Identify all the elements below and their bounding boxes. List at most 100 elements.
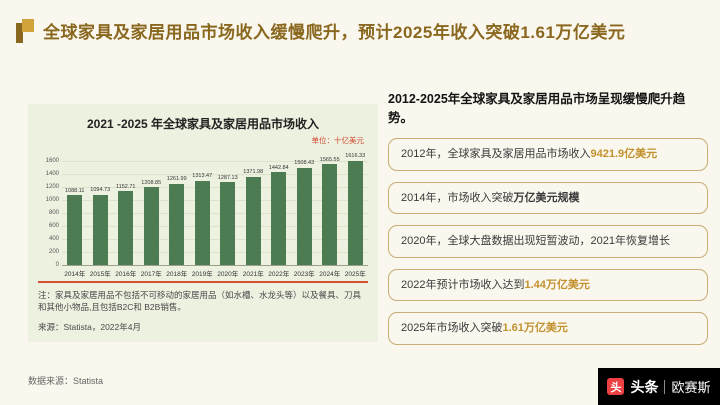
y-tick-label: 1000 [45, 197, 59, 203]
insight-text: 2020年，全球大盘数据出现短暂波动，2021年恢复增长 [401, 235, 670, 247]
x-axis-line [62, 265, 368, 266]
y-tick-label: 0 [55, 262, 59, 268]
insight-text: 2025年市场收入突破 [401, 322, 503, 334]
bar-value-label: 1208.85 [141, 179, 162, 186]
x-tick-label: 2019年 [191, 271, 213, 278]
chart-plot-wrap: 0 200 400 600 800 1000 1200 1400 1600 1088.11 109… [38, 148, 368, 268]
bar-column: 1152.71 [114, 148, 138, 266]
chart-plot: 1088.11 1094.73 1152.71 1208.85 1261.99 1313.… [62, 148, 368, 266]
bar-column: 1442.84 [267, 148, 291, 266]
x-tick-label: 2014年 [64, 271, 86, 278]
x-tick-label: 2016年 [115, 271, 137, 278]
insight-box: 2014年，市场收入突破万亿美元规模 [388, 181, 708, 214]
insight-text: 2012年，全球家具及家居用品市场收入 [401, 148, 591, 160]
x-tick-label: 2022年 [268, 271, 290, 278]
x-tick-label: 2018年 [166, 271, 188, 278]
bar-column: 1313.47 [190, 148, 214, 266]
insight-box: 2020年，全球大盘数据出现短暂波动，2021年恢复增长 [388, 225, 708, 258]
x-tick-label: 2021年 [242, 271, 264, 278]
watermark-partner: 欧赛斯 [671, 380, 711, 395]
bar-value-label: 1313.47 [192, 173, 213, 180]
bar-column: 1088.11 [63, 148, 87, 266]
page-title: 全球家具及家居用品市场收入缓慢爬升，预计2025年收入突破1.61万亿美元 [43, 23, 626, 42]
bars: 1088.11 1094.73 1152.71 1208.85 1261.99 1313.… [62, 148, 368, 266]
insight-box: 2022年预计市场收入达到1.44万亿美元 [388, 268, 708, 301]
y-tick-label: 1600 [45, 158, 59, 164]
bar-value-label: 1371.98 [243, 169, 264, 176]
chart-red-underline [38, 281, 368, 283]
insight-highlight: 9421.9亿美元 [590, 148, 658, 160]
bar-column: 1371.98 [241, 148, 265, 266]
x-tick-label: 2015年 [89, 271, 111, 278]
bar-column: 1287.13 [216, 148, 240, 266]
x-tick-label: 2017年 [140, 271, 162, 278]
bar [347, 160, 363, 266]
bar [296, 167, 312, 266]
chart-title: 2021 -2025 年全球家具及家居用品市场收入 [86, 117, 320, 131]
insight-highlight: 1.61万亿美元 [502, 322, 568, 334]
bar-value-label: 1261.99 [166, 176, 187, 183]
bar-column: 1094.73 [88, 148, 112, 266]
bar-column: 1508.43 [292, 148, 316, 266]
insight-box: 2012年，全球家具及家居用品市场收入9421.9亿美元 [388, 138, 708, 171]
gridline [62, 174, 368, 175]
bar [194, 180, 210, 266]
x-tick-label: 2023年 [293, 271, 315, 278]
y-tick-label: 1400 [45, 171, 59, 177]
chart-source: 来源：Statista，2022年4月 [38, 321, 141, 332]
bar [271, 172, 287, 266]
bar-column: 1208.85 [139, 148, 163, 266]
watermark: 头 头条 欧赛斯 [598, 368, 720, 405]
insight-box: 2025年市场收入突破1.61万亿美元 [388, 312, 708, 345]
watermark-brand: 头条 [630, 378, 659, 395]
bar-value-label: 1565.55 [319, 156, 340, 163]
bar [322, 164, 338, 266]
gridline [62, 213, 368, 214]
insight-text: 2014年，市场收入突破 [401, 191, 514, 204]
insight-heading: 2012-2025年全球家具及家居用品市场呈现缓慢爬升趋势。 [388, 92, 686, 125]
bar-value-label: 1088.11 [65, 187, 85, 194]
bar-value-label: 1152.71 [116, 183, 136, 190]
bar-value-label: 1287.13 [217, 174, 238, 181]
y-tick-label: 1200 [45, 184, 59, 190]
chart-unit-label: 单位：十亿美元 [311, 136, 365, 145]
bar-value-label: 1508.43 [294, 160, 315, 167]
y-tick-label: 400 [48, 236, 59, 242]
gridline [62, 252, 368, 253]
insight-panel: 2012-2025年全球家具及家居用品市场呈现缓慢爬升趋势。 2012年，全球家… [388, 88, 708, 345]
watermark-divider [664, 379, 666, 394]
x-axis-labels: 2014年 2015年 2016年 2017年 2018年 2019年 2020年 2021年… [62, 268, 368, 278]
y-tick-label: 800 [48, 210, 59, 216]
bar [169, 183, 185, 266]
toutiao-logo-icon: 头 [607, 378, 625, 395]
chart-card: 2021 -2025 年全球家具及家居用品市场收入 单位：十亿美元 0 200 40… [28, 104, 378, 342]
bar [67, 195, 83, 266]
bar-value-label: 1442.84 [268, 164, 289, 171]
data-source-footer: 数据来源：Statista [28, 376, 104, 386]
x-tick-label: 2024年 [319, 271, 341, 278]
bar [143, 187, 159, 266]
insight-highlight: 1.44万亿美元 [524, 278, 590, 291]
bar-value-label: 1094.73 [90, 187, 111, 194]
chart-footnote: 注：家具及家居用品不包括不可移动的家居用品（如水槽、水龙头等）以及餐具、刀具和其… [38, 290, 362, 313]
page-header: 全球家具及家居用品市场收入缓慢爬升，预计2025年收入突破1.61万亿美元 [16, 18, 708, 43]
insight-highlight: 万亿美元规模 [513, 191, 580, 204]
insight-text: 2022年预计市场收入达到 [401, 278, 525, 291]
bar-column: 1565.55 [318, 148, 342, 266]
gridline [62, 226, 368, 227]
y-axis-labels: 0 200 400 600 800 1000 1200 1400 1600 [38, 148, 62, 268]
bar [220, 182, 236, 266]
gridline [62, 200, 368, 201]
gridline [62, 161, 368, 162]
insight-boxes: 2012年，全球家具及家居用品市场收入9421.9亿美元 2014年，市场收入突破… [388, 138, 708, 345]
bar-column: 1616.33 [343, 148, 367, 266]
y-tick-label: 600 [48, 223, 59, 229]
bar-column: 1261.99 [165, 148, 189, 266]
bar [92, 194, 108, 266]
x-tick-label: 2020年 [217, 271, 239, 278]
x-tick-label: 2025年 [344, 271, 366, 278]
bar-value-label: 1616.33 [345, 153, 366, 160]
bar [245, 176, 261, 266]
y-tick-label: 200 [48, 249, 59, 255]
gridline [62, 187, 368, 188]
